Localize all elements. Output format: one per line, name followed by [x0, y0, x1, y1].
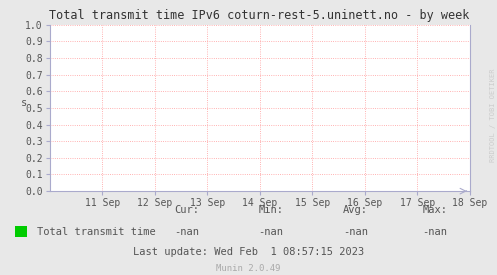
- Text: Min:: Min:: [258, 205, 283, 215]
- Text: Last update: Wed Feb  1 08:57:15 2023: Last update: Wed Feb 1 08:57:15 2023: [133, 247, 364, 257]
- Text: Munin 2.0.49: Munin 2.0.49: [216, 265, 281, 273]
- Text: -nan: -nan: [174, 227, 199, 237]
- Text: Cur:: Cur:: [174, 205, 199, 215]
- Text: Total transmit time: Total transmit time: [37, 227, 156, 237]
- Text: -nan: -nan: [343, 227, 368, 237]
- Title: Total transmit time IPv6 coturn-rest-5.uninett.no - by week: Total transmit time IPv6 coturn-rest-5.u…: [50, 9, 470, 22]
- Text: Max:: Max:: [422, 205, 447, 215]
- Y-axis label: s: s: [20, 98, 27, 108]
- Text: RRDTOOL / TOBI OETIKER: RRDTOOL / TOBI OETIKER: [490, 69, 496, 162]
- Text: Avg:: Avg:: [343, 205, 368, 215]
- Text: -nan: -nan: [422, 227, 447, 237]
- Text: -nan: -nan: [258, 227, 283, 237]
